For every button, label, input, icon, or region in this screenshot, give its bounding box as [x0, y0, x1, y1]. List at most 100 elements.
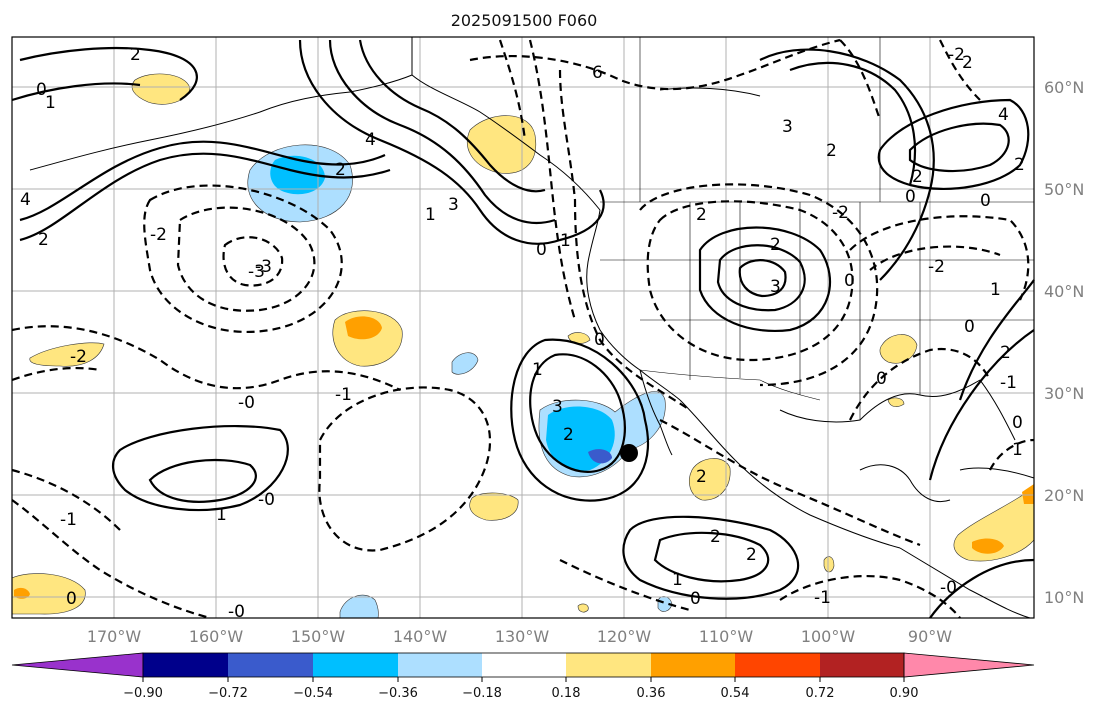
colorbar-swatch — [820, 653, 904, 677]
contour-label: 2 — [335, 160, 346, 180]
contour-neg-canada — [469, 38, 841, 91]
contour-label: 2 — [38, 230, 49, 250]
colorbar: −0.90 −0.72 −0.54 −0.36 −0.18 0.18 0.36 … — [11, 652, 1035, 701]
contour-label: -1 — [1000, 373, 1017, 393]
contour-label: -1 — [60, 510, 77, 530]
coast-west-canada-us — [586, 209, 681, 401]
colorbar-max-triangle — [903, 652, 1035, 678]
latitude-labels: 60°N 50°N 40°N 30°N 20°N 10°N — [1044, 78, 1084, 607]
contour-label: 4 — [998, 105, 1009, 125]
contour-label: -3 — [248, 262, 265, 282]
contour-neg-pacific-1 — [143, 184, 343, 333]
contour-label: -2 — [928, 257, 945, 277]
contour-label: 1 — [425, 205, 436, 225]
colorbar-swatch — [735, 653, 820, 677]
lat-label: 20°N — [1044, 486, 1084, 505]
contour-label: 0 — [876, 369, 887, 389]
colorbar-tick-label: −0.54 — [293, 686, 333, 701]
contour-label: 2 — [130, 45, 141, 65]
contour-neg-pacific-3 — [222, 236, 284, 287]
shading-yellow-small-3 — [577, 603, 589, 613]
contour-label: 4 — [20, 190, 31, 210]
colorbar-swatch — [228, 653, 313, 677]
contour-central-us-high-2 — [716, 244, 806, 312]
lat-label: 60°N — [1044, 78, 1084, 97]
colorbar-min-triangle — [11, 652, 144, 678]
lon-label: 170°W — [87, 627, 142, 646]
map-frame — [11, 36, 1035, 619]
colorbar-ticks — [142, 677, 905, 682]
coast-gulf-mexico — [779, 379, 981, 423]
lat-label: 40°N — [1044, 282, 1084, 301]
contour-neg-gulf-1 — [849, 347, 991, 421]
contour-label: 2 — [710, 527, 721, 547]
contour-southeast-high-2 — [653, 531, 770, 583]
contour-neg-east-2 — [869, 245, 1001, 271]
contour-label: -2 — [948, 45, 965, 65]
contour-label: 2 — [1000, 343, 1011, 363]
lon-label: 100°W — [801, 627, 856, 646]
coast-alaska-aleutians — [29, 74, 413, 171]
shading-yellow-southwest — [11, 573, 86, 615]
lon-label: 110°W — [699, 627, 754, 646]
contour-label: 2 — [746, 545, 757, 565]
contour-neg-mexico-1 — [659, 419, 921, 547]
colorbar-swatch — [143, 653, 228, 677]
contour-label: 3 — [782, 117, 793, 137]
contour-label: 3 — [770, 277, 781, 297]
shading-orange-southwest — [14, 587, 30, 599]
contour-se-east-2 — [928, 329, 1035, 481]
contour-high-alaska-3 — [358, 39, 546, 193]
lat-label: 30°N — [1044, 384, 1084, 403]
colorbar-tick-label: 0.36 — [637, 686, 666, 701]
contour-neg-central-1 — [646, 200, 854, 362]
shading-orange-east — [1022, 484, 1034, 504]
contour-label: 1 — [560, 231, 571, 251]
contour-southeast-high-1 — [622, 515, 800, 600]
lon-label: 160°W — [189, 627, 244, 646]
contour-neg-south-1 — [559, 559, 691, 612]
contour-neg-west-1 — [11, 325, 401, 391]
contour-label: 1 — [216, 505, 227, 525]
colorbar-outline — [142, 652, 905, 678]
contour-label: 6 — [592, 63, 603, 83]
coast-florida — [979, 379, 1016, 441]
contour-label: -0 — [238, 393, 255, 413]
shading-yellow-dateline — [131, 73, 191, 105]
shading-deepblue-north-pacific — [270, 155, 325, 195]
contour-high-alaska-1 — [298, 39, 605, 245]
contour-label: 3 — [448, 195, 459, 215]
lon-label: 120°W — [597, 627, 652, 646]
graticule — [12, 37, 1034, 618]
contour-central-us-high-1 — [698, 226, 832, 332]
coast-cuba — [959, 467, 1035, 479]
border-us-mexico — [639, 369, 821, 401]
contour-label: 1 — [672, 570, 683, 590]
colorbar-tick-label: −0.90 — [123, 686, 163, 701]
contour-label: -2 — [150, 225, 167, 245]
colorbar-tick-label: 0.54 — [721, 686, 750, 701]
colorbar-swatch — [313, 653, 398, 677]
shading-darkblue-core — [588, 449, 612, 464]
anomaly-shading — [11, 73, 1035, 619]
contour-neg-southwest-2 — [11, 468, 121, 531]
contour-southwest-high-1 — [112, 425, 289, 512]
contour-label: 0 — [1012, 413, 1023, 433]
shading-yellow-small-2 — [823, 556, 835, 573]
coast-yucatan — [859, 464, 951, 503]
contour-label: 2 — [1014, 155, 1025, 175]
lon-label: 90°W — [908, 627, 952, 646]
contour-neg-far-east — [989, 438, 1035, 471]
shading-orange-caribbean — [972, 538, 1004, 554]
contour-neg-pacific-2 — [176, 206, 316, 312]
shading-yellow-west — [29, 342, 105, 367]
contour-label: 2 — [563, 425, 574, 445]
lat-label: 50°N — [1044, 180, 1084, 199]
contour-central-us-high-3 — [738, 259, 787, 298]
contour-southwest-high-2 — [148, 458, 257, 503]
shading-blue-small-1 — [451, 352, 479, 375]
contour-label: 1 — [45, 93, 56, 113]
coastlines — [29, 37, 1035, 619]
lon-label: 130°W — [495, 627, 550, 646]
